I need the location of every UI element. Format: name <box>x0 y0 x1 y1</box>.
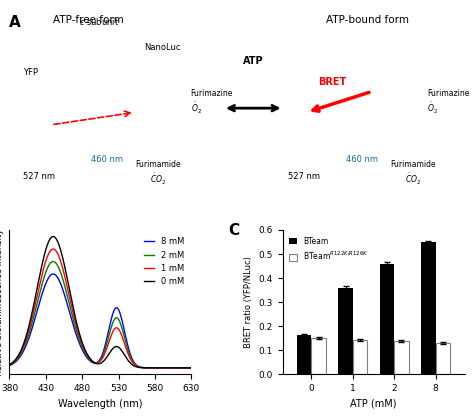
8 mM <box>16 356 22 361</box>
Line: 8 mM: 8 mM <box>9 274 191 368</box>
Text: Furimamide
$\dot{C}O_2$: Furimamide $\dot{C}O_2$ <box>391 160 437 186</box>
2 mM <box>150 365 156 370</box>
Text: ATP: ATP <box>243 57 264 67</box>
2 mM <box>50 259 56 264</box>
Bar <box>436 343 450 374</box>
2 mM <box>183 365 189 370</box>
Text: NanoLuc: NanoLuc <box>144 43 181 52</box>
2 mM <box>95 360 101 365</box>
8 mM <box>189 365 194 370</box>
Bar <box>394 341 409 374</box>
Legend: 8 mM, 2 mM, 1 mM, 0 mM: 8 mM, 2 mM, 1 mM, 0 mM <box>141 234 187 289</box>
1 mM <box>183 365 189 370</box>
Text: 527 nm: 527 nm <box>23 172 55 181</box>
Text: 527 nm: 527 nm <box>288 172 320 181</box>
Text: Furimazine
$\dot{O}_2$: Furimazine $\dot{O}_2$ <box>428 89 470 116</box>
Text: 460 nm: 460 nm <box>346 155 378 164</box>
1 mM <box>50 247 56 252</box>
0 mM <box>189 365 194 370</box>
1 mM <box>150 365 156 370</box>
Text: C: C <box>228 223 239 238</box>
Bar <box>297 335 311 374</box>
Bar <box>353 340 367 374</box>
X-axis label: Wavelength (nm): Wavelength (nm) <box>58 399 143 409</box>
1 mM <box>91 359 96 364</box>
1 mM <box>95 360 101 365</box>
Text: YFP: YFP <box>23 68 38 77</box>
2 mM <box>183 365 189 370</box>
Line: 1 mM: 1 mM <box>9 249 191 368</box>
8 mM <box>50 272 56 277</box>
0 mM <box>183 365 189 370</box>
Text: $\varepsilon$ subunit: $\varepsilon$ subunit <box>79 16 119 27</box>
Legend: BTeam, BTeam$^{R122K/R126K}$: BTeam, BTeam$^{R122K/R126K}$ <box>286 234 372 265</box>
8 mM <box>183 365 189 370</box>
1 mM <box>189 365 194 370</box>
0 mM <box>95 361 101 366</box>
Text: ATP-free form: ATP-free form <box>53 15 124 25</box>
Text: ATP-bound form: ATP-bound form <box>326 15 409 25</box>
0 mM <box>150 365 156 370</box>
Text: Furimazine
$\dot{O}_2$: Furimazine $\dot{O}_2$ <box>191 89 233 116</box>
Text: BRET: BRET <box>318 77 346 87</box>
0 mM <box>7 362 12 367</box>
Text: 460 nm: 460 nm <box>91 155 123 164</box>
X-axis label: ATP (mM): ATP (mM) <box>350 399 397 409</box>
2 mM <box>91 360 96 365</box>
8 mM <box>95 359 101 364</box>
0 mM <box>91 359 96 364</box>
1 mM <box>183 365 189 370</box>
Text: Furimamide
$\dot{C}O_2$: Furimamide $\dot{C}O_2$ <box>135 160 181 186</box>
2 mM <box>16 355 22 360</box>
0 mM <box>50 234 56 239</box>
0 mM <box>16 352 22 357</box>
Bar <box>380 264 394 374</box>
Y-axis label: BRET ratio (YFP/NLuc): BRET ratio (YFP/NLuc) <box>244 256 253 348</box>
Text: A: A <box>9 15 21 30</box>
0 mM <box>183 365 189 370</box>
Bar <box>421 243 436 374</box>
Line: 0 mM: 0 mM <box>9 237 191 368</box>
Line: 2 mM: 2 mM <box>9 262 191 368</box>
1 mM <box>7 362 12 367</box>
1 mM <box>16 354 22 359</box>
Y-axis label: Relative bioluminescence intensity: Relative bioluminescence intensity <box>0 228 4 376</box>
8 mM <box>91 360 96 365</box>
Bar <box>338 288 353 374</box>
8 mM <box>7 363 12 368</box>
8 mM <box>183 365 189 370</box>
8 mM <box>150 365 156 370</box>
Bar <box>311 338 326 374</box>
2 mM <box>189 365 194 370</box>
2 mM <box>7 363 12 368</box>
